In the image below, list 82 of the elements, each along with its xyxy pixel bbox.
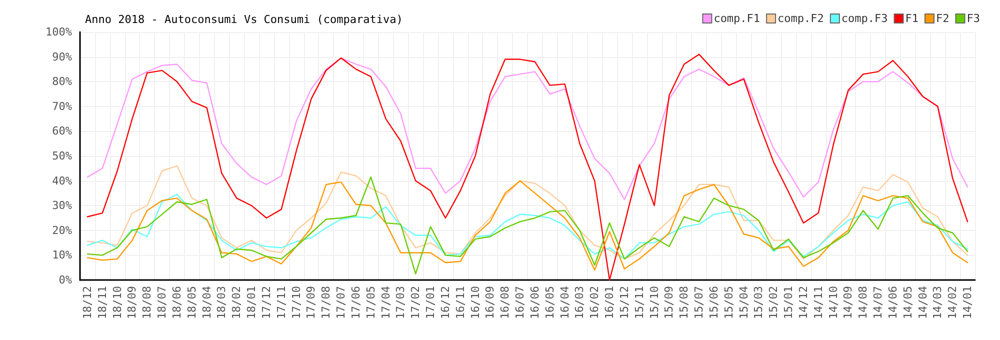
x-tick-label: 15/10 [648, 286, 661, 320]
y-tick-label: 30% [52, 199, 72, 212]
x-tick-label: 18/10 [110, 286, 124, 320]
y-tick-label: 80% [52, 75, 72, 88]
y-tick-label: 20% [52, 224, 72, 237]
x-tick-label: 18/06 [170, 286, 184, 320]
x-tick-label: 15/11 [632, 286, 646, 320]
x-tick-label: 15/04 [737, 286, 750, 320]
x-tick-label: 18/01 [245, 286, 258, 320]
x-tick-label: 18/02 [230, 286, 244, 320]
x-tick-label: 14/03 [931, 286, 944, 320]
x-tick-label: 16/12 [438, 286, 452, 320]
x-tick-label: 15/03 [752, 286, 766, 320]
line-series [86, 194, 968, 260]
y-tick-label: 90% [52, 50, 72, 64]
x-tick-label: 15/07 [692, 286, 706, 320]
x-tick-label: 17/03 [394, 286, 408, 320]
x-tick-label: 16/07 [514, 286, 527, 320]
x-tick-label: 17/06 [349, 286, 362, 320]
line-series [86, 54, 968, 281]
legend-label: F2 [936, 12, 950, 25]
x-tick-label: 14/07 [872, 286, 885, 320]
legend-label: comp.F1 [714, 12, 760, 25]
x-tick-label: 16/08 [498, 286, 512, 320]
legend-label: comp.F2 [778, 12, 824, 25]
x-tick-label: 15/06 [707, 286, 720, 320]
x-tick-label: 17/09 [304, 286, 318, 320]
x-tick-label: 17/12 [260, 286, 273, 320]
x-tick-label: 14/08 [856, 286, 870, 320]
x-tick-label: 16/06 [528, 286, 542, 320]
x-tick-label: 18/04 [200, 286, 214, 320]
chart-title: Anno 2018 - Autoconsumi Vs Consumi (comparativa) [85, 13, 403, 26]
x-tick-label: 18/08 [140, 286, 154, 320]
legend-label: F1 [905, 12, 919, 25]
legend-label: comp.F3 [841, 12, 888, 25]
x-tick-label: 16/04 [558, 286, 572, 320]
y-tick-label: 40% [52, 174, 72, 188]
x-tick-label: 16/10 [468, 286, 482, 320]
x-tick-label: 14/06 [886, 286, 900, 320]
x-tick-label: 14/05 [901, 286, 914, 320]
x-tick-label: 15/09 [662, 286, 676, 320]
x-tick-label: 16/01 [603, 286, 616, 320]
x-tick-label: 14/12 [796, 286, 810, 320]
x-tick-label: 17/07 [334, 286, 348, 320]
x-tick-label: 18/12 [80, 286, 94, 320]
x-tick-label: 17/10 [290, 286, 303, 320]
x-tick-label: 17/02 [409, 286, 422, 320]
x-tick-label: 14/01 [961, 286, 974, 320]
x-tick-label: 17/04 [379, 286, 392, 320]
x-tick-label: 14/11 [812, 286, 825, 320]
y-tick-label: 0% [58, 274, 72, 286]
x-tick-label: 16/09 [484, 286, 497, 320]
line-series [86, 57, 968, 200]
x-tick-label: 14/04 [916, 286, 930, 320]
x-tick-label: 18/09 [126, 286, 139, 320]
line-series [86, 165, 968, 260]
x-tick-label: 17/11 [274, 286, 288, 320]
x-tick-label: 14/09 [842, 286, 855, 320]
x-tick-label: 16/02 [588, 286, 602, 320]
y-tick-label: 60% [52, 124, 72, 138]
y-tick-label: 100% [46, 26, 72, 38]
legend-label: F3 [966, 12, 980, 25]
y-tick-label: 50% [52, 150, 72, 162]
x-tick-label: 17/01 [424, 286, 438, 320]
x-tick-label: 15/05 [722, 286, 736, 320]
x-tick-label: 17/08 [320, 286, 333, 320]
x-tick-label: 15/08 [678, 286, 691, 320]
x-tick-label: 18/03 [215, 286, 228, 320]
x-tick-label: 16/03 [573, 286, 586, 320]
x-tick-label: 14/10 [826, 286, 840, 320]
y-tick-label: 10% [52, 248, 72, 262]
x-tick-label: 16/05 [543, 286, 556, 320]
y-tick-label: 70% [52, 100, 72, 113]
x-tick-label: 18/05 [185, 286, 198, 320]
x-tick-label: 15/12 [618, 286, 631, 320]
x-tick-label: 14/02 [946, 286, 960, 320]
x-tick-label: 15/01 [782, 286, 796, 320]
x-tick-label: 16/11 [454, 286, 467, 320]
x-tick-label: 18/11 [96, 286, 109, 320]
x-tick-label: 15/02 [767, 286, 780, 320]
x-tick-label: 17/05 [364, 286, 378, 320]
x-tick-label: 18/07 [156, 286, 169, 320]
